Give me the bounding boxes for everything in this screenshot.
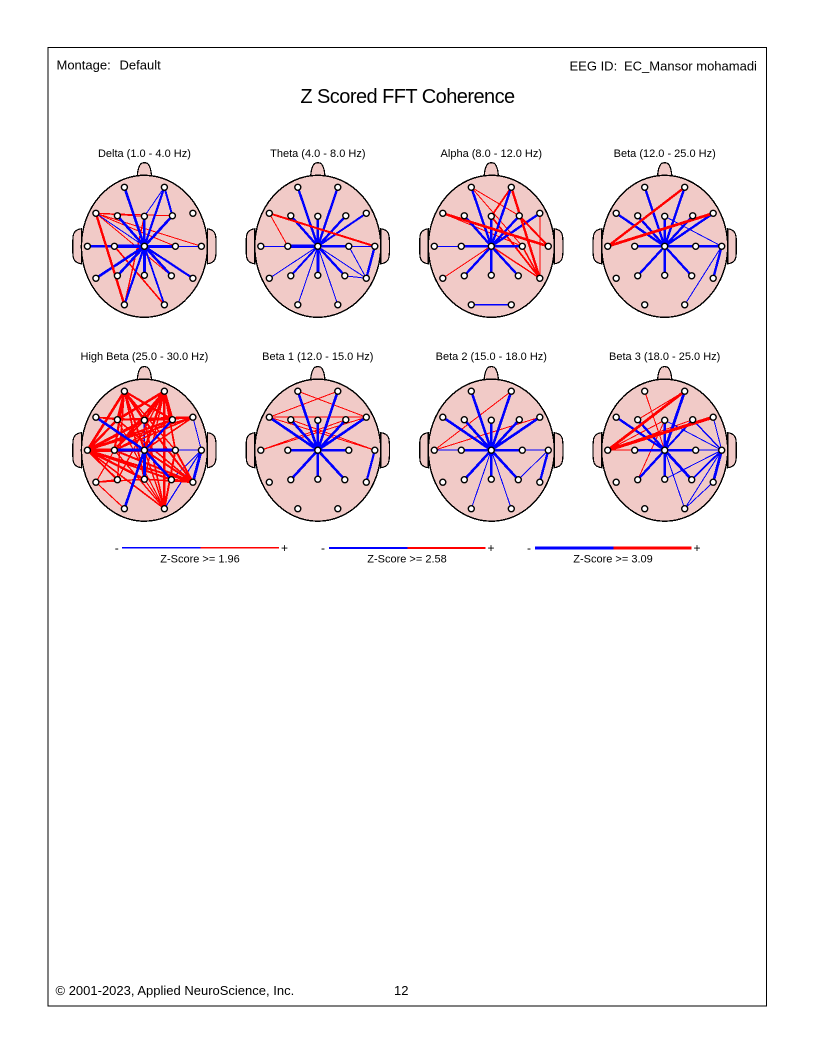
svg-text:+: +	[487, 541, 494, 555]
svg-text:Beta 3 (18.0 - 25.0 Hz): Beta 3 (18.0 - 25.0 Hz)	[609, 351, 720, 363]
svg-text:Default: Default	[120, 58, 162, 73]
svg-text:Z-Score >= 3.09: Z-Score >= 3.09	[573, 554, 653, 566]
svg-text:Montage:: Montage:	[57, 58, 111, 73]
svg-text:Beta (12.0 - 25.0 Hz): Beta (12.0 - 25.0 Hz)	[614, 148, 716, 160]
svg-text:Z-Score >= 2.58: Z-Score >= 2.58	[367, 554, 447, 566]
svg-text:-: -	[527, 541, 531, 555]
svg-text:EEG ID:: EEG ID:	[570, 59, 618, 74]
svg-text:Beta 2 (15.0 - 18.0 Hz): Beta 2 (15.0 - 18.0 Hz)	[436, 351, 547, 363]
svg-text:Delta (1.0 - 4.0 Hz): Delta (1.0 - 4.0 Hz)	[98, 148, 191, 160]
svg-text:EC_Mansor mohamadi: EC_Mansor mohamadi	[624, 59, 757, 74]
svg-text:Z Scored FFT Coherence: Z Scored FFT Coherence	[300, 86, 515, 108]
svg-text:Alpha (8.0 - 12.0 Hz): Alpha (8.0 - 12.0 Hz)	[441, 148, 543, 160]
svg-text:-: -	[115, 541, 119, 555]
svg-text:+: +	[281, 541, 288, 555]
svg-text:Z-Score >= 1.96: Z-Score >= 1.96	[160, 554, 240, 566]
svg-text:-: -	[321, 541, 325, 555]
svg-text:Beta 1 (12.0 - 15.0 Hz): Beta 1 (12.0 - 15.0 Hz)	[262, 351, 373, 363]
svg-text:High Beta (25.0 - 30.0 Hz): High Beta (25.0 - 30.0 Hz)	[81, 351, 209, 363]
svg-text:12: 12	[394, 983, 408, 998]
svg-text:© 2001-2023, Applied NeuroScie: © 2001-2023, Applied NeuroScience, Inc.	[56, 983, 295, 998]
svg-text:+: +	[693, 541, 700, 555]
svg-text:Theta (4.0 - 8.0 Hz): Theta (4.0 - 8.0 Hz)	[270, 148, 365, 160]
